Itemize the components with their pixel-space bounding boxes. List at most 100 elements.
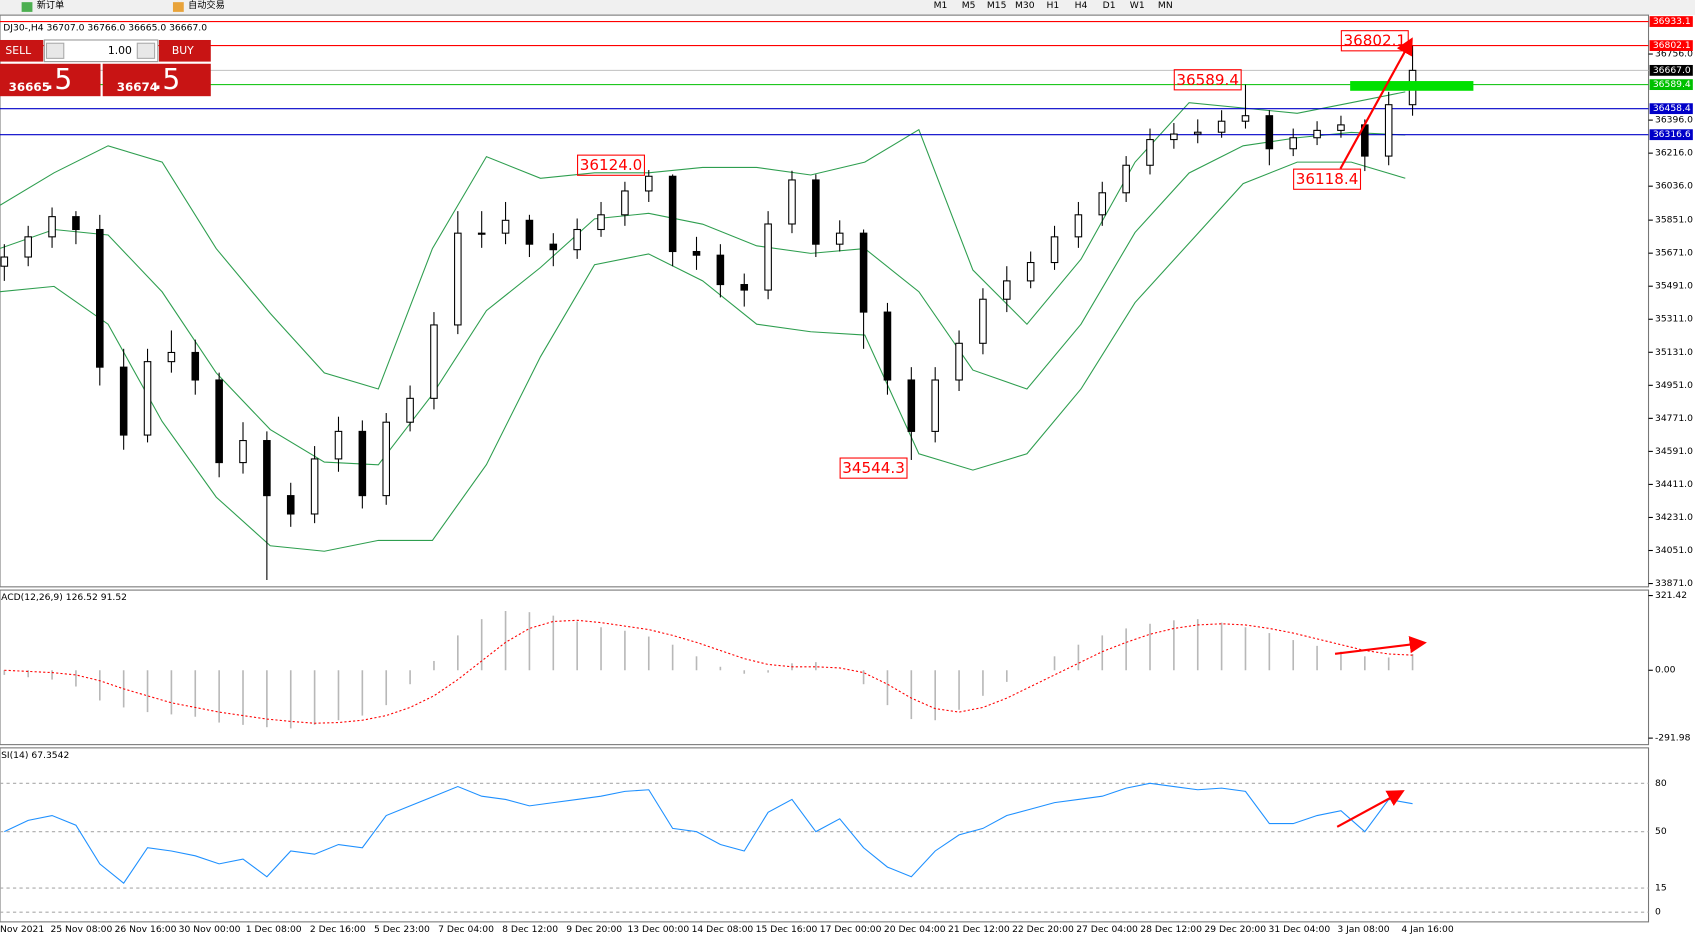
y-tick-label: 0.00 (1655, 665, 1676, 676)
sell-price[interactable]: 36665 (9, 80, 50, 94)
time-label: 28 Dec 12:00 (1140, 924, 1202, 935)
bollinger-band (0, 91, 1406, 390)
buy-price[interactable]: 36674 (117, 80, 158, 94)
timeframe-button[interactable]: M15 (987, 0, 1007, 11)
annotation-box (839, 457, 908, 479)
icon[interactable] (172, 2, 184, 12)
candle-body (1193, 131, 1202, 135)
candle-body (1003, 280, 1011, 300)
price-level-box (1649, 40, 1693, 51)
price-level-label: 36933.1 (1653, 16, 1691, 27)
candle-body (597, 214, 605, 231)
bollinger-band (0, 161, 1406, 552)
y-tick-label: 36396.0 (1655, 115, 1693, 126)
candle-body (286, 495, 295, 515)
price-annotation: 36124.0 (580, 156, 643, 174)
lot-input[interactable] (43, 39, 159, 63)
buy-price-box[interactable] (102, 63, 211, 97)
lot[interactable]: 1.00 (108, 44, 132, 57)
candle-body (955, 342, 963, 381)
time-label: 29 Dec 20:00 (1204, 924, 1266, 935)
y-tick-label: 36036.0 (1655, 181, 1693, 192)
price-annotation: 34544.3 (842, 459, 905, 477)
candle-body (1337, 124, 1345, 131)
candle-body (1026, 261, 1035, 282)
drawn-arrow (1334, 636, 1427, 655)
timeframe-button[interactable]: MN (1158, 0, 1173, 11)
candle-body (549, 243, 558, 251)
y-tick-label: 35851.0 (1655, 215, 1693, 226)
bollinger-band (0, 131, 1406, 466)
y-tick-label: 34771.0 (1655, 413, 1693, 424)
timeframe-button[interactable]: M5 (962, 0, 976, 11)
candle-body (239, 440, 247, 464)
sell-label[interactable]: SELL (5, 44, 31, 57)
time-label: 21 Dec 12:00 (948, 924, 1010, 935)
signal-line (4, 619, 1413, 724)
price-annotation: 36589.4 (1176, 71, 1239, 89)
time-label: 5 Dec 23:00 (374, 924, 430, 935)
trade-panel: SELL 1.00 BUY 36665 .5 36674 .5 (0, 39, 211, 97)
time-label: Nov 2021 (0, 924, 44, 935)
spin-up[interactable] (136, 42, 156, 59)
candle-body (0, 256, 9, 267)
timeframe-button[interactable]: M1 (934, 0, 948, 11)
price-level-box (1649, 79, 1693, 91)
rsi-pane (0, 747, 1650, 923)
price-annotation: 36802.1 (1344, 32, 1407, 50)
timeframe-button[interactable]: D1 (1103, 0, 1116, 11)
y-tick-label: 36756.0 (1655, 49, 1693, 60)
candle-body (835, 232, 844, 245)
drawn-arrow (1339, 37, 1413, 170)
sell-price-fraction[interactable]: .5 (45, 63, 72, 96)
time-label: 9 Dec 20:00 (566, 924, 622, 935)
y-tick-label: 34231.0 (1655, 512, 1693, 523)
icon[interactable] (21, 2, 33, 12)
macd-chart: 321.42 0.00 -291.98 ACD(12,26,9) 126.52 91.… (1, 590, 1690, 744)
sell-button[interactable] (0, 39, 44, 62)
candle-body (1146, 139, 1154, 166)
buy-price-fraction[interactable]: .5 (154, 63, 181, 96)
timeframe-button[interactable]: H4 (1075, 0, 1088, 11)
y-tick-label: 15 (1655, 883, 1667, 894)
candle-body (96, 228, 104, 368)
spin-down[interactable] (45, 42, 65, 59)
annotation-box (577, 154, 645, 176)
y-tick-label: 321.42 (1655, 590, 1687, 601)
timeframe-button[interactable]: H1 (1047, 0, 1060, 11)
time-label: 27 Dec 04:00 (1076, 924, 1138, 935)
indicator-title: SI(14) 67.3542 (1, 750, 69, 761)
candle-body (573, 228, 581, 251)
candle-body (1050, 236, 1059, 264)
time-label: 30 Nov 00:00 (179, 924, 241, 935)
y-tick-label: 36216.0 (1655, 148, 1693, 159)
candle-body (883, 311, 892, 381)
candle-body (501, 219, 510, 234)
y-tick-label: 34051.0 (1655, 545, 1693, 556)
time-label: 1 Dec 08:00 (246, 924, 302, 935)
buy-label[interactable]: BUY (172, 44, 194, 57)
time-label: 7 Dec 04:00 (438, 924, 494, 935)
chart-title: DJ30-,H4 36707.0 36766.0 36665.0 36667.0 (3, 23, 207, 34)
time-label: 17 Dec 00:00 (820, 924, 882, 935)
drawn-arrow (1336, 790, 1405, 828)
price-pane (0, 14, 1650, 588)
sell-price-box[interactable] (0, 63, 101, 97)
annotation-box (1173, 69, 1242, 91)
y-tick-label: 35491.0 (1655, 281, 1693, 292)
timeframe-button[interactable]: W1 (1130, 0, 1145, 11)
drawn-rectangle (1350, 81, 1474, 91)
buy-button[interactable] (158, 39, 211, 62)
candle-body (358, 430, 367, 497)
candle-body (382, 421, 391, 497)
candle-body (406, 397, 414, 423)
y-tick-label: -291.98 (1655, 733, 1691, 744)
y-tick-label: 35131.0 (1655, 347, 1693, 358)
new-order[interactable]: 新订单 (37, 0, 65, 11)
time-label: 15 Dec 16:00 (756, 924, 818, 935)
time-label: 26 Nov 16:00 (115, 924, 177, 935)
auto-trading[interactable]: 自动交易 (188, 0, 225, 11)
timeframe-button[interactable]: M30 (1015, 0, 1035, 11)
